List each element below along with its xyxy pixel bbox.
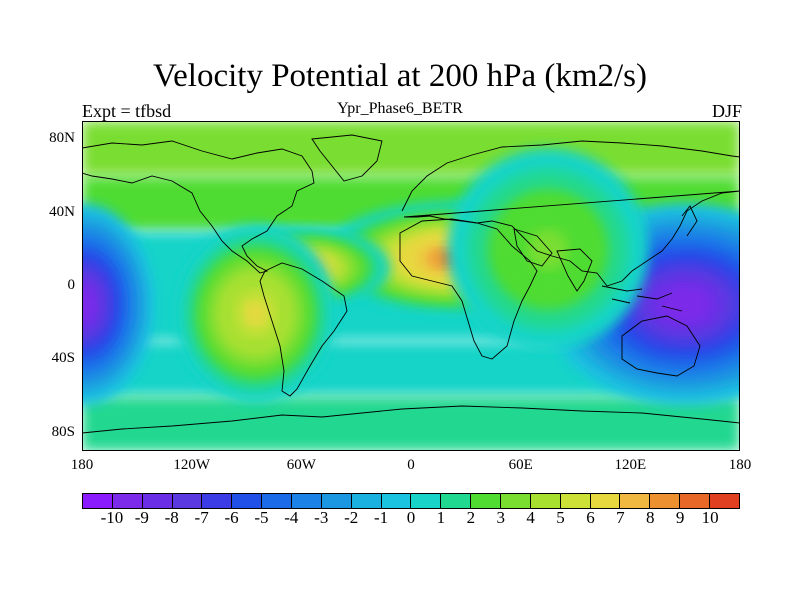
- colorbar-swatch: [471, 494, 502, 508]
- x-tick-label: 180: [728, 457, 752, 473]
- coast-africa: [399, 218, 538, 360]
- colorbar-swatch: [710, 494, 739, 508]
- season-label: DJF: [711, 101, 742, 121]
- colorbar-level-label: -6: [224, 508, 239, 527]
- y-tick-label: 40S: [51, 350, 75, 367]
- field-contour-fill: [245, 302, 266, 325]
- colorbar-swatch: [321, 494, 352, 508]
- field-band: [82, 121, 740, 176]
- colorbar-swatch: [232, 494, 263, 508]
- contour-map: [82, 121, 740, 451]
- field-band: [82, 396, 740, 451]
- colorbar-level-label: 7: [616, 508, 625, 527]
- colorbar-level-label: 4: [526, 508, 535, 527]
- colorbar-swatch: [680, 494, 711, 508]
- colorbar-swatch: [202, 494, 233, 508]
- colorbar-level-label: -8: [164, 508, 179, 527]
- y-tick-label: 0: [67, 277, 76, 293]
- y-tick-label: 80S: [51, 423, 75, 440]
- plot-subtitle: Ypr_Phase6_BETR: [337, 100, 463, 117]
- coast-north-america: [82, 140, 315, 274]
- colorbar-swatch: [142, 494, 173, 508]
- coast-greenland: [311, 134, 383, 182]
- x-tick-label: 60E: [508, 457, 533, 473]
- colorbar-swatch: [411, 494, 442, 508]
- coast-antarctica: [82, 405, 740, 434]
- colorbar-level-label: -2: [344, 508, 359, 527]
- velocity-potential-field: [82, 121, 740, 451]
- colorbar-swatch: [83, 494, 113, 508]
- coast-japan: [681, 205, 698, 237]
- colorbar-swatch: [501, 494, 531, 508]
- field-contour-fill: [527, 229, 569, 270]
- colorbar-level-label: 0: [406, 508, 416, 527]
- x-tick-label: 0: [407, 457, 415, 473]
- map-panel: [82, 121, 740, 451]
- x-tick-label: 120E: [614, 457, 647, 473]
- field-contour-fill: [82, 295, 89, 314]
- coast-south-america: [259, 262, 348, 397]
- coastlines: [82, 134, 740, 434]
- colorbar-swatch: [112, 494, 143, 508]
- map-frame: [82, 121, 740, 451]
- x-tick-label: 180: [70, 457, 94, 473]
- colorbar-swatch: [441, 494, 472, 508]
- field-contour-fill: [672, 295, 698, 314]
- colorbar-level-label: 8: [646, 508, 655, 527]
- colorbar-swatch: [262, 494, 293, 508]
- experiment-label: Expt = tfbsd: [82, 101, 172, 121]
- colorbar-swatch: [381, 494, 412, 508]
- colorbar-level-label: 10: [701, 508, 719, 527]
- colorbar-level-label: 5: [556, 508, 565, 527]
- y-tick-label: 80N: [49, 130, 75, 147]
- coast-arabia: [513, 228, 553, 267]
- colorbar-swatch: [172, 494, 203, 508]
- y-tick-label: 40N: [49, 203, 75, 220]
- colorbar-level-label: 6: [586, 508, 595, 527]
- x-tick-label: 60W: [286, 457, 316, 473]
- colorbar-level-label: -9: [134, 508, 149, 527]
- x-tick-label: 120W: [173, 457, 210, 473]
- colorbar-level-label: 3: [496, 508, 505, 527]
- colorbar-swatch: [351, 494, 382, 508]
- coast-india: [556, 248, 593, 292]
- colorbar-swatch: [530, 494, 561, 508]
- colorbar-swatch: [620, 494, 651, 508]
- colorbar-swatch: [650, 494, 681, 508]
- colorbar-level-label: -10: [100, 508, 124, 527]
- colorbar-level-label: 1: [436, 508, 446, 527]
- colorbar-swatch: [560, 494, 591, 508]
- colorbar-level-label: -5: [254, 508, 269, 527]
- colorbar-swatch: [292, 494, 322, 508]
- colorbar-level-label: 9: [675, 508, 685, 527]
- colorbar-level-label: -7: [194, 508, 209, 527]
- plot-title: Velocity Potential at 200 hPa (km2/s): [152, 58, 648, 94]
- coast-maritime-continent: [601, 285, 683, 312]
- colorbar-swatch: [590, 494, 621, 508]
- colorbar-level-label: -4: [284, 508, 299, 527]
- coast-australia: [621, 315, 701, 377]
- colorbar-level-label: -3: [314, 508, 329, 527]
- colorbar: [82, 493, 740, 509]
- colorbar-level-label: -1: [373, 508, 389, 527]
- colorbar-level-label: 2: [466, 508, 476, 527]
